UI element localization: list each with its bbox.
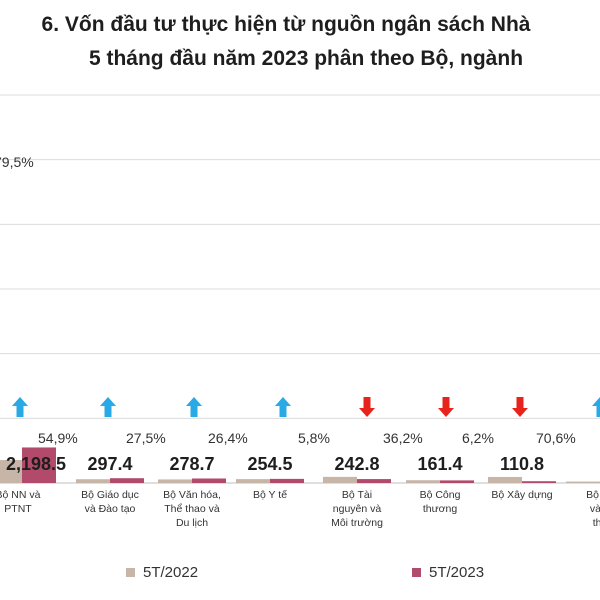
value-label-4: 242.8: [334, 454, 379, 474]
category-label-1-0: Bộ Giáo dục: [81, 489, 139, 501]
change-arrow-up-0: [12, 397, 28, 417]
bar-5T-2022-7: [566, 481, 600, 483]
category-label-5-0: Bộ Công: [420, 489, 461, 501]
legend-label-2023: 5T/2023: [429, 564, 485, 581]
bar-5T-2022-6: [488, 476, 522, 483]
legend-item-2022: 5T/2022: [126, 564, 198, 581]
bar-5T-2023-6: [522, 481, 556, 483]
value-label-6: 110.8: [500, 454, 544, 474]
category-label-1-1: và Đào tạo: [85, 503, 136, 515]
legend-label-2022: 5T/2022: [143, 564, 199, 581]
change-arrow-up-2: [186, 397, 202, 417]
change-label-0: 54,9%: [38, 430, 78, 446]
change-label-offscreen: 79,5%: [0, 154, 34, 170]
legend-item-2023: 5T/2023: [412, 564, 484, 581]
category-label-2-0: Bộ Văn hóa,: [163, 489, 221, 501]
category-label-4-2: Môi trường: [331, 517, 383, 529]
category-label-7-2: thô: [593, 517, 600, 529]
change-label-6: 70,6%: [536, 430, 576, 446]
value-label-3: 254.5: [247, 454, 292, 474]
category-label-0-1: PTNT: [4, 503, 32, 515]
chart-title-line-2: 5 tháng đầu năm 2023 phân theo Bộ, ngành: [88, 47, 524, 70]
bar-5T-2022-2: [158, 479, 192, 483]
change-arrow-down-5: [438, 397, 454, 417]
category-label-5-1: thương: [423, 503, 458, 515]
category-label-3-0: Bộ Y tế: [253, 489, 287, 501]
change-arrow-down-6: [512, 397, 528, 417]
bar-5T-2022-1: [76, 479, 110, 483]
change-arrow-down-4: [359, 397, 375, 417]
change-label-1: 27,5%: [126, 430, 166, 446]
bar-5T-2022-3: [236, 479, 270, 483]
bar-5T-2023-2: [192, 478, 226, 483]
value-label-0: 2,198.5: [6, 454, 66, 474]
change-label-3: 5,8%: [298, 430, 330, 446]
bar-5T-2023-3: [270, 478, 304, 483]
change-arrow-up-7: [592, 397, 600, 417]
category-label-4-0: Bộ Tài: [342, 489, 372, 501]
category-label-7-1: và T: [590, 503, 600, 515]
bar-5T-2022-0: [0, 460, 22, 483]
bar-5T-2023-5: [440, 480, 474, 483]
category-label-4-1: nguyên và: [333, 503, 382, 515]
category-label-2-1: Thể thao và: [164, 503, 220, 515]
value-label-2: 278.7: [169, 454, 214, 474]
change-arrow-up-3: [275, 397, 291, 417]
bar-5T-2023-0: [22, 447, 56, 483]
bar-5T-2023-1: [110, 478, 144, 483]
category-label-0-0: Bộ NN và: [0, 489, 41, 501]
bar-5T-2022-4: [323, 476, 357, 483]
legend-swatch-2022: [126, 568, 135, 577]
change-label-2: 26,4%: [208, 430, 248, 446]
category-label-7-0: Bộ Th: [586, 489, 600, 501]
change-label-4: 36,2%: [383, 430, 423, 446]
chart-title-line-1: 6. Vốn đầu tư thực hiện từ nguồn ngân sá…: [41, 13, 531, 36]
bar-5T-2023-4: [357, 479, 391, 483]
bar-5T-2022-5: [406, 480, 440, 483]
change-label-5: 6,2%: [462, 430, 494, 446]
category-label-2-2: Du lịch: [176, 517, 208, 529]
value-label-1: 297.4: [87, 454, 132, 474]
value-label-5: 161.4: [417, 454, 462, 474]
change-arrow-up-1: [100, 397, 116, 417]
legend-swatch-2023: [412, 568, 421, 577]
category-label-6-0: Bộ Xây dựng: [491, 489, 552, 501]
